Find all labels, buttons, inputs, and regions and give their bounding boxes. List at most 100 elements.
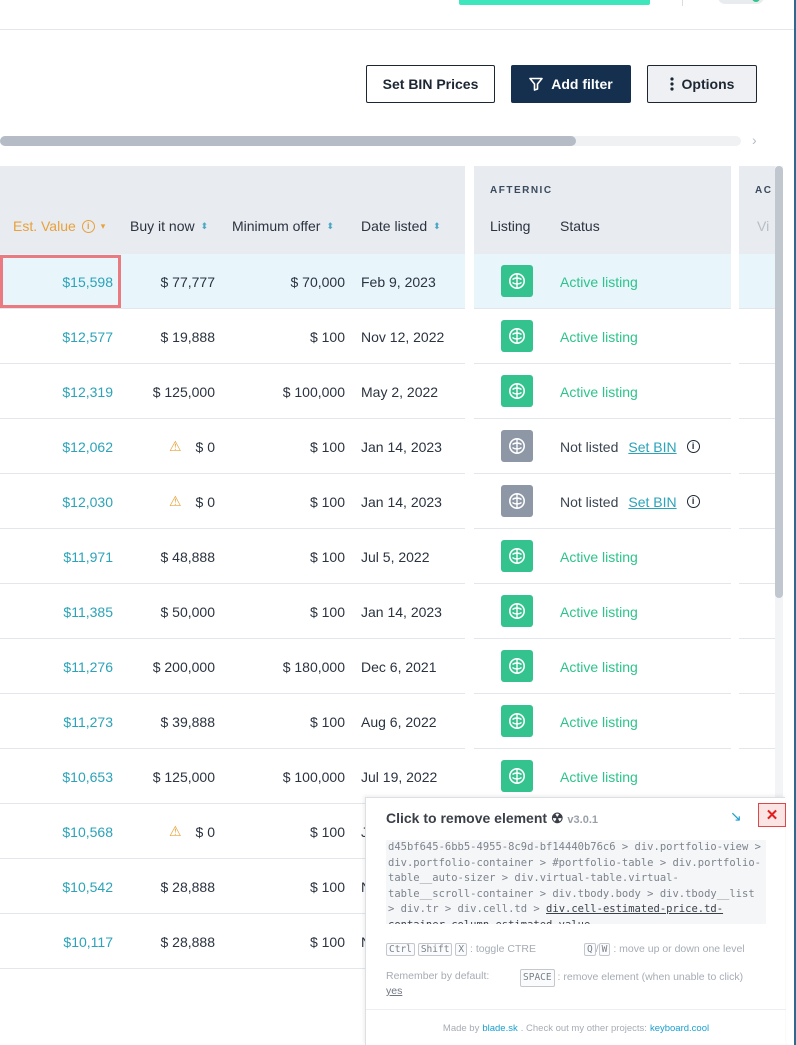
next-group-label: AC xyxy=(755,185,773,196)
afternic-icon[interactable] xyxy=(501,430,533,462)
status-text: Active listing xyxy=(560,548,638,565)
row-divider xyxy=(739,308,775,309)
sort-icon: ⬍ xyxy=(200,220,209,231)
buy-now-value: $ 50,000 xyxy=(160,603,216,620)
est-value-cell: $12,577 xyxy=(62,328,113,345)
footer-author-link[interactable]: blade.sk xyxy=(482,1022,518,1034)
table-row[interactable]: $12,062 ⚠ $ 0 $ 100 Jan 14, 2023 Not listed Se… xyxy=(0,419,775,474)
sort-icon: ⬍ xyxy=(326,220,334,231)
status-text: Active listing xyxy=(560,713,638,730)
next-column-header: Vi xyxy=(757,218,775,234)
table-row[interactable]: $11,971 $ 48,888 $ 100 Jul 5, 2022 Active li… xyxy=(0,529,775,584)
table-row[interactable]: $15,598 $ 77,777 $ 70,000 Feb 9, 2023 Active… xyxy=(0,254,775,309)
ctrl-key: Ctrl xyxy=(386,943,415,956)
set-bin-link[interactable]: Set BIN xyxy=(628,493,677,510)
buy-now-column-header[interactable]: Buy it now ⬍ xyxy=(130,218,208,234)
status-cell: Active listing xyxy=(560,694,638,749)
table-row[interactable]: $10,653 $ 125,000 $ 100,000 Jul 19, 2022 Act… xyxy=(0,749,775,804)
est-value-header-label: Est. Value xyxy=(13,218,76,234)
table-row[interactable]: $12,319 $ 125,000 $ 100,000 May 2, 2022 Acti… xyxy=(0,364,775,419)
est-value-cell: $15,598 xyxy=(62,273,113,290)
info-icon[interactable]: i xyxy=(81,219,95,233)
status-cell: Active listing xyxy=(560,529,638,584)
ctre-toggle-shortcut: Ctrl Shift X : toggle CTRE xyxy=(386,943,536,956)
afternic-group-label: AFTERNIC xyxy=(490,185,553,196)
buy-now-value: $ 77,777 xyxy=(160,273,216,290)
est-value-cell: $12,062 xyxy=(62,438,113,455)
min-offer-header-label: Minimum offer xyxy=(232,218,321,234)
row-divider xyxy=(739,363,775,364)
buy-now-cell: $ 50,000 xyxy=(120,584,216,639)
close-icon[interactable]: ✕ xyxy=(758,803,786,827)
est-value-cell: $11,273 xyxy=(63,713,113,730)
buy-now-value: $ 0 xyxy=(195,438,215,455)
remember-text: Remember by default: xyxy=(386,970,490,982)
footer-project-link[interactable]: keyboard.cool xyxy=(649,1022,710,1034)
table-row[interactable]: $12,030 ⚠ $ 0 $ 100 Jan 14, 2023 Not listed Se… xyxy=(0,474,775,529)
afternic-icon[interactable] xyxy=(501,705,533,737)
top-divider xyxy=(682,0,683,6)
table-row[interactable]: $10,568 ⚠ $ 0 $ 100 J xyxy=(0,804,775,859)
vertical-scrollbar-thumb[interactable] xyxy=(775,166,783,598)
buy-now-cell: $ 48,888 xyxy=(120,529,216,584)
row-divider xyxy=(0,748,465,749)
min-offer-column-header[interactable]: Minimum offer ⬍ xyxy=(232,218,334,234)
min-offer-cell: $ 180,000 xyxy=(282,658,345,675)
row-divider xyxy=(474,308,731,309)
top-green-button[interactable] xyxy=(459,0,650,5)
buy-now-value: $ 19,888 xyxy=(160,328,216,345)
date-listed-cell: Jan 14, 2023 xyxy=(361,603,442,620)
buy-now-cell: $ 125,000 xyxy=(120,364,215,419)
afternic-icon[interactable] xyxy=(501,375,533,407)
ctre-space-shortcut: SPACE : remove element (when unable to c… xyxy=(520,969,750,987)
filter-icon xyxy=(529,77,544,91)
set-bin-prices-label: Set BIN Prices xyxy=(382,76,479,92)
date-listed-column-header[interactable]: Date listed ⬍ xyxy=(361,218,441,234)
remember-yes-link[interactable]: yes xyxy=(386,985,403,997)
buy-now-value: $ 28,888 xyxy=(160,933,216,950)
buy-now-cell: ⚠ $ 0 xyxy=(120,419,215,474)
space-text: : remove element (when unable to click) xyxy=(557,971,744,983)
horizontal-scrollbar-thumb[interactable] xyxy=(0,136,576,146)
row-divider xyxy=(474,693,731,694)
options-button[interactable]: Options xyxy=(647,65,757,103)
table-row[interactable]: $12,577 $ 19,888 $ 100 Nov 12, 2022 Active l… xyxy=(0,309,775,364)
min-offer-cell: $ 100 xyxy=(309,328,345,345)
row-divider xyxy=(0,638,465,639)
est-value-cell: $11,385 xyxy=(63,603,113,620)
status-cell: Active listing xyxy=(560,584,638,639)
afternic-icon[interactable] xyxy=(501,265,533,297)
next-column-header-label: Vi xyxy=(757,218,770,234)
info-icon[interactable]: i xyxy=(686,440,700,453)
afternic-icon[interactable] xyxy=(501,760,533,792)
status-cell: Active listing xyxy=(560,639,638,694)
set-bin-prices-button[interactable]: Set BIN Prices xyxy=(366,65,495,103)
vertical-scrollbar-track[interactable] xyxy=(775,166,783,1045)
table-row[interactable]: $11,385 $ 50,000 $ 100 Jan 14, 2023 Active l… xyxy=(0,584,775,639)
afternic-icon[interactable] xyxy=(501,485,533,517)
table-row[interactable]: $11,276 $ 200,000 $ 180,000 Dec 6, 2021 Acti… xyxy=(0,639,775,694)
buy-now-value: $ 125,000 xyxy=(152,383,215,400)
afternic-icon[interactable] xyxy=(501,595,533,627)
scroll-right-icon[interactable]: › xyxy=(752,132,757,148)
top-toggle[interactable] xyxy=(718,0,764,4)
ctre-title: Click to remove element ☢ v3.0.1 xyxy=(386,810,598,827)
buy-now-cell: $ 39,888 xyxy=(120,694,216,749)
est-value-cell: $10,542 xyxy=(62,878,113,895)
afternic-icon[interactable] xyxy=(501,320,533,352)
info-icon[interactable]: i xyxy=(686,495,700,508)
row-divider xyxy=(474,473,731,474)
afternic-icon[interactable] xyxy=(501,650,533,682)
listing-column-header: Listing xyxy=(490,218,530,234)
est-value-column-header[interactable]: Est. Value i ▾ xyxy=(13,218,105,234)
status-cell: Not listed Set BIN i xyxy=(560,419,700,474)
set-bin-link[interactable]: Set BIN xyxy=(628,438,677,455)
table-row[interactable]: $11,273 $ 39,888 $ 100 Aug 6, 2022 Active li… xyxy=(0,694,775,749)
est-value-cell: $11,971 xyxy=(63,548,113,565)
status-cell: Active listing xyxy=(560,749,638,804)
status-cell: Active listing xyxy=(560,364,638,419)
add-filter-button[interactable]: Add filter xyxy=(511,65,631,103)
minimize-icon[interactable]: ↘ xyxy=(730,808,742,824)
afternic-icon[interactable] xyxy=(501,540,533,572)
